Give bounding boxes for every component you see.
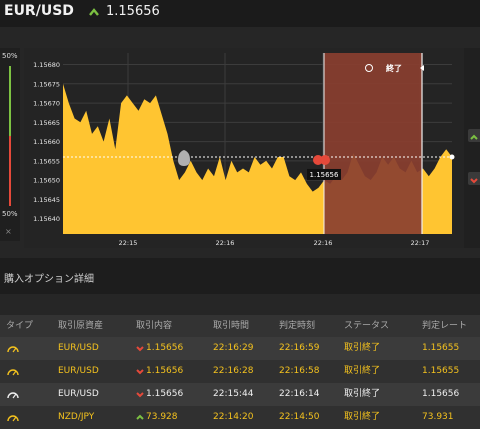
cell-judge-rate: 73.931	[422, 412, 454, 422]
cell-judge-time: 22:16:58	[279, 366, 320, 376]
header-status: ステータス	[344, 321, 390, 331]
current-price-dot	[449, 154, 455, 160]
y-tick-label: 1.15655	[33, 157, 60, 165]
price-chart-svg: 1.15680 1.15675 1.15670 1.15665 1.15660 1.156…	[24, 48, 464, 248]
chevron-up-icon	[136, 414, 144, 420]
chevron-down-icon	[470, 178, 478, 184]
chevron-up-icon	[470, 134, 478, 140]
price-chart[interactable]: 1.15680 1.15675 1.15670 1.15665 1.15660 1.156…	[24, 48, 464, 248]
cell-asset: EUR/USD	[58, 366, 99, 376]
trade-button-strip	[464, 48, 480, 248]
chevron-down-icon	[136, 345, 144, 351]
cell-status: 取引終了	[344, 343, 381, 353]
header-judge-time: 判定時刻	[279, 321, 316, 331]
cell-time: 22:15:44	[213, 389, 254, 399]
arrow-left-icon	[420, 65, 424, 71]
gauge-up-label: 50%	[2, 52, 18, 60]
header-content: 取引内容	[136, 321, 173, 331]
cell-asset: EUR/USD	[58, 389, 99, 399]
table-row[interactable]: EUR/USD 1.15656 22:16:28 22:16:58 取引終了 1.1565…	[0, 360, 480, 383]
cell-judge-rate: 1.15655	[422, 343, 460, 353]
table-row[interactable]: EUR/USD 1.15656 22:15:44 22:16:14 取引終了 1.1565…	[0, 383, 480, 406]
table-row[interactable]: EUR/USD 1.15656 22:16:29 22:16:59 取引終了 1.1565…	[0, 337, 480, 360]
gauge-icon	[6, 337, 26, 360]
current-price-label: 1.15656	[310, 171, 339, 179]
section-title: 購入オプション詳細	[4, 274, 94, 285]
table-row[interactable]: NZD/JPY 73.928 22:14:20 22:14:50 取引終了 73.931	[0, 406, 480, 429]
cell-time: 22:14:20	[213, 412, 254, 422]
low-button[interactable]	[468, 172, 480, 185]
gauge-icon	[6, 360, 26, 383]
chevron-down-icon	[136, 391, 144, 397]
gauge-up-bar	[9, 66, 11, 136]
x-tick-label: 22:15	[119, 239, 138, 247]
trade-marker-down	[313, 154, 323, 165]
cell-time: 22:16:28	[213, 366, 254, 376]
y-tick-label: 1.15640	[33, 215, 60, 223]
cell-judge-time: 22:16:14	[279, 389, 320, 399]
y-tick-label: 1.15665	[33, 119, 60, 127]
expiry-zone	[324, 53, 422, 234]
price-label-box	[307, 168, 341, 180]
cell-time: 22:16:29	[213, 343, 254, 353]
y-tick-label: 1.15650	[33, 177, 60, 185]
asset-pair-title[interactable]: EUR/USD	[4, 3, 74, 19]
expiry-label: 終了	[386, 63, 402, 73]
chevron-up-icon	[89, 8, 99, 16]
gauge-icon	[6, 383, 26, 406]
high-button[interactable]	[468, 129, 480, 142]
x-tick-label: 22:17	[411, 239, 430, 247]
trade-marker-down	[320, 154, 330, 165]
header-type: タイプ	[6, 321, 34, 331]
gauge-icon	[6, 406, 26, 429]
marker-drop-icon	[178, 149, 190, 166]
cell-content: 1.15656	[136, 337, 183, 360]
cell-content: 1.15656	[136, 383, 183, 406]
cell-judge-time: 22:14:50	[279, 412, 320, 422]
table-header-row: タイプ 取引原資産 取引内容 取引時間 判定時刻 ステータス 判定レート	[0, 315, 480, 337]
trade-marker-exited	[178, 149, 190, 166]
header-time: 取引時間	[213, 321, 250, 331]
y-tick-label: 1.15660	[33, 138, 60, 146]
section-header: 購入オプション詳細	[0, 258, 480, 294]
options-table: タイプ 取引原資産 取引内容 取引時間 判定時刻 ステータス 判定レート EUR…	[0, 315, 480, 429]
cell-asset: EUR/USD	[58, 343, 99, 353]
clock-icon	[365, 64, 373, 72]
header-asset: 取引原資産	[58, 321, 104, 331]
cell-status: 取引終了	[344, 412, 381, 422]
cell-judge-rate: 1.15656	[422, 389, 460, 399]
header-bar: EUR/USD 1.15656	[0, 0, 480, 27]
sentiment-gauge: 50% 50% ×	[0, 48, 20, 241]
gauge-down-bar	[9, 136, 11, 206]
gauge-down-label: 50%	[2, 210, 18, 218]
y-tick-label: 1.15675	[33, 80, 60, 88]
y-tick-label: 1.15680	[33, 61, 60, 69]
x-tick-label: 22:16	[314, 239, 333, 247]
current-rate: 1.15656	[106, 4, 160, 19]
cell-content: 1.15656	[136, 360, 183, 383]
y-tick-label: 1.15670	[33, 100, 60, 108]
header-judge-rate: 判定レート	[422, 321, 468, 331]
cell-status: 取引終了	[344, 366, 381, 376]
cell-content: 73.928	[136, 406, 178, 429]
y-tick-label: 1.15645	[33, 196, 60, 204]
x-tick-label: 22:16	[216, 239, 235, 247]
cell-status: 取引終了	[344, 389, 381, 399]
chevron-down-icon	[136, 368, 144, 374]
close-icon[interactable]: ×	[5, 227, 12, 236]
cell-asset: NZD/JPY	[58, 412, 95, 422]
cell-judge-rate: 1.15655	[422, 366, 460, 376]
cell-judge-time: 22:16:59	[279, 343, 320, 353]
